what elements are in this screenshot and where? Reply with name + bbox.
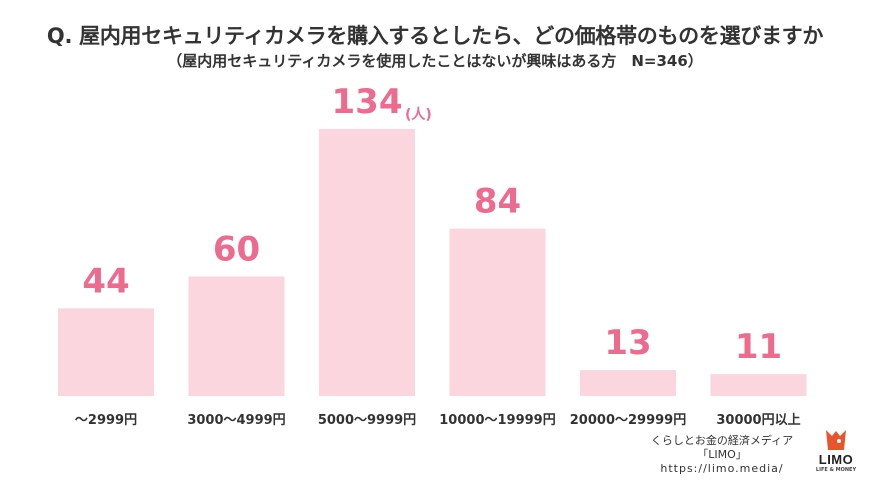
value-label-3: 84 <box>474 182 521 222</box>
value-label-0: 44 <box>82 261 129 301</box>
chart-subtitle: （屋内用セキュリティカメラを使用したことはないが興味はある方 N=346） <box>167 52 703 70</box>
credit-brand: 「LIMO」 <box>697 448 747 461</box>
chart-title: Q. 屋内用セキュリティカメラを購入するとしたら、どの価格帯のものを選びますか <box>46 24 824 48</box>
credit-url: https://limo.media/ <box>660 462 784 475</box>
bar-4 <box>580 370 676 396</box>
category-label-3: 10000～19999円 <box>439 413 555 428</box>
bar-5 <box>710 374 807 396</box>
category-label-2: 5000～9999円 <box>318 413 416 428</box>
unit-label: (人) <box>405 106 432 123</box>
limo-logo: LIMO LIFE & MONEY <box>812 428 860 478</box>
bar-0 <box>58 308 154 396</box>
bar-3 <box>449 228 546 396</box>
bar-1 <box>188 276 285 396</box>
category-label-0: ～2999円 <box>75 413 137 428</box>
category-label-4: 20000～29999円 <box>570 413 686 428</box>
category-label-1: 3000～4999円 <box>187 413 285 428</box>
logo-wordmark: LIMO <box>818 452 854 467</box>
value-label-5: 11 <box>735 327 782 367</box>
logo-mark-icon <box>826 430 846 450</box>
credit-tagline: くらしとお金の経済メディア <box>650 434 794 447</box>
logo-tagline: LIFE & MONEY <box>815 467 857 473</box>
value-label-2: 134 <box>332 82 403 122</box>
credit: くらしとお金の経済メディア 「LIMO」 https://limo.media/ <box>642 434 802 476</box>
category-label-5: 30000円以上 <box>716 413 800 428</box>
value-label-1: 60 <box>213 229 260 269</box>
value-label-4: 13 <box>604 323 651 363</box>
bar-2 <box>319 129 415 396</box>
